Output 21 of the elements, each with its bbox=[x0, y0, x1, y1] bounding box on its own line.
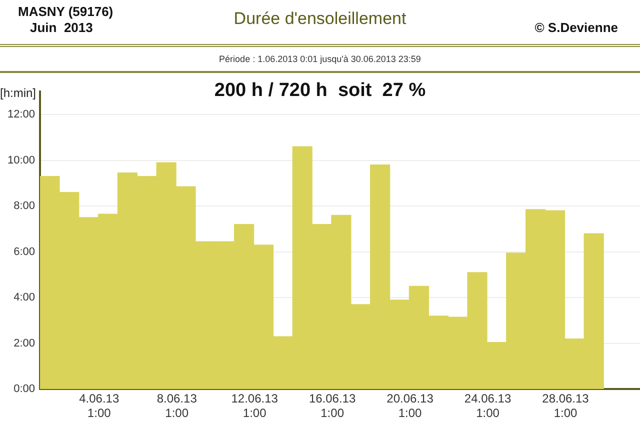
x-tick-label: 16.06.13 1:00 bbox=[308, 392, 356, 420]
text: MASNY (59176) bbox=[18, 4, 114, 19]
y-axis-title: [h:min] bbox=[0, 86, 36, 100]
y-tick-label: 2:00 bbox=[14, 337, 35, 350]
x-tick-label: 28.06.13 1:00 bbox=[542, 392, 590, 420]
y-tick-label: 4:00 bbox=[14, 292, 35, 304]
text: Juin 2013 bbox=[30, 20, 93, 35]
y-tick-label: 0:00 bbox=[14, 383, 35, 396]
text: © S.Devienne bbox=[534, 20, 618, 35]
y-tick-label: 12:00 bbox=[7, 108, 35, 121]
y-tick-label: 8:00 bbox=[14, 200, 35, 212]
chart-title: Durée d'ensoleillement bbox=[234, 9, 406, 28]
x-tick-label: 8.06.13 1:00 bbox=[156, 392, 198, 420]
text: Période : 1.06.2013 0:01 jusqu'à 30.06.2013 23:59 bbox=[0, 47, 640, 73]
x-tick-label: 12.06.13 1:00 bbox=[231, 392, 278, 420]
y-tick-label: 6:00 bbox=[14, 246, 35, 258]
annotation: 200 h / 720 h soit 27 % bbox=[214, 80, 426, 101]
x-tick-label: 20.06.13 1:00 bbox=[386, 392, 434, 420]
x-tick-label: 4.06.13 1:00 bbox=[79, 392, 120, 420]
x-tick-label: 24.06.13 1:00 bbox=[464, 392, 512, 420]
y-tick-label: 10:00 bbox=[7, 154, 35, 166]
